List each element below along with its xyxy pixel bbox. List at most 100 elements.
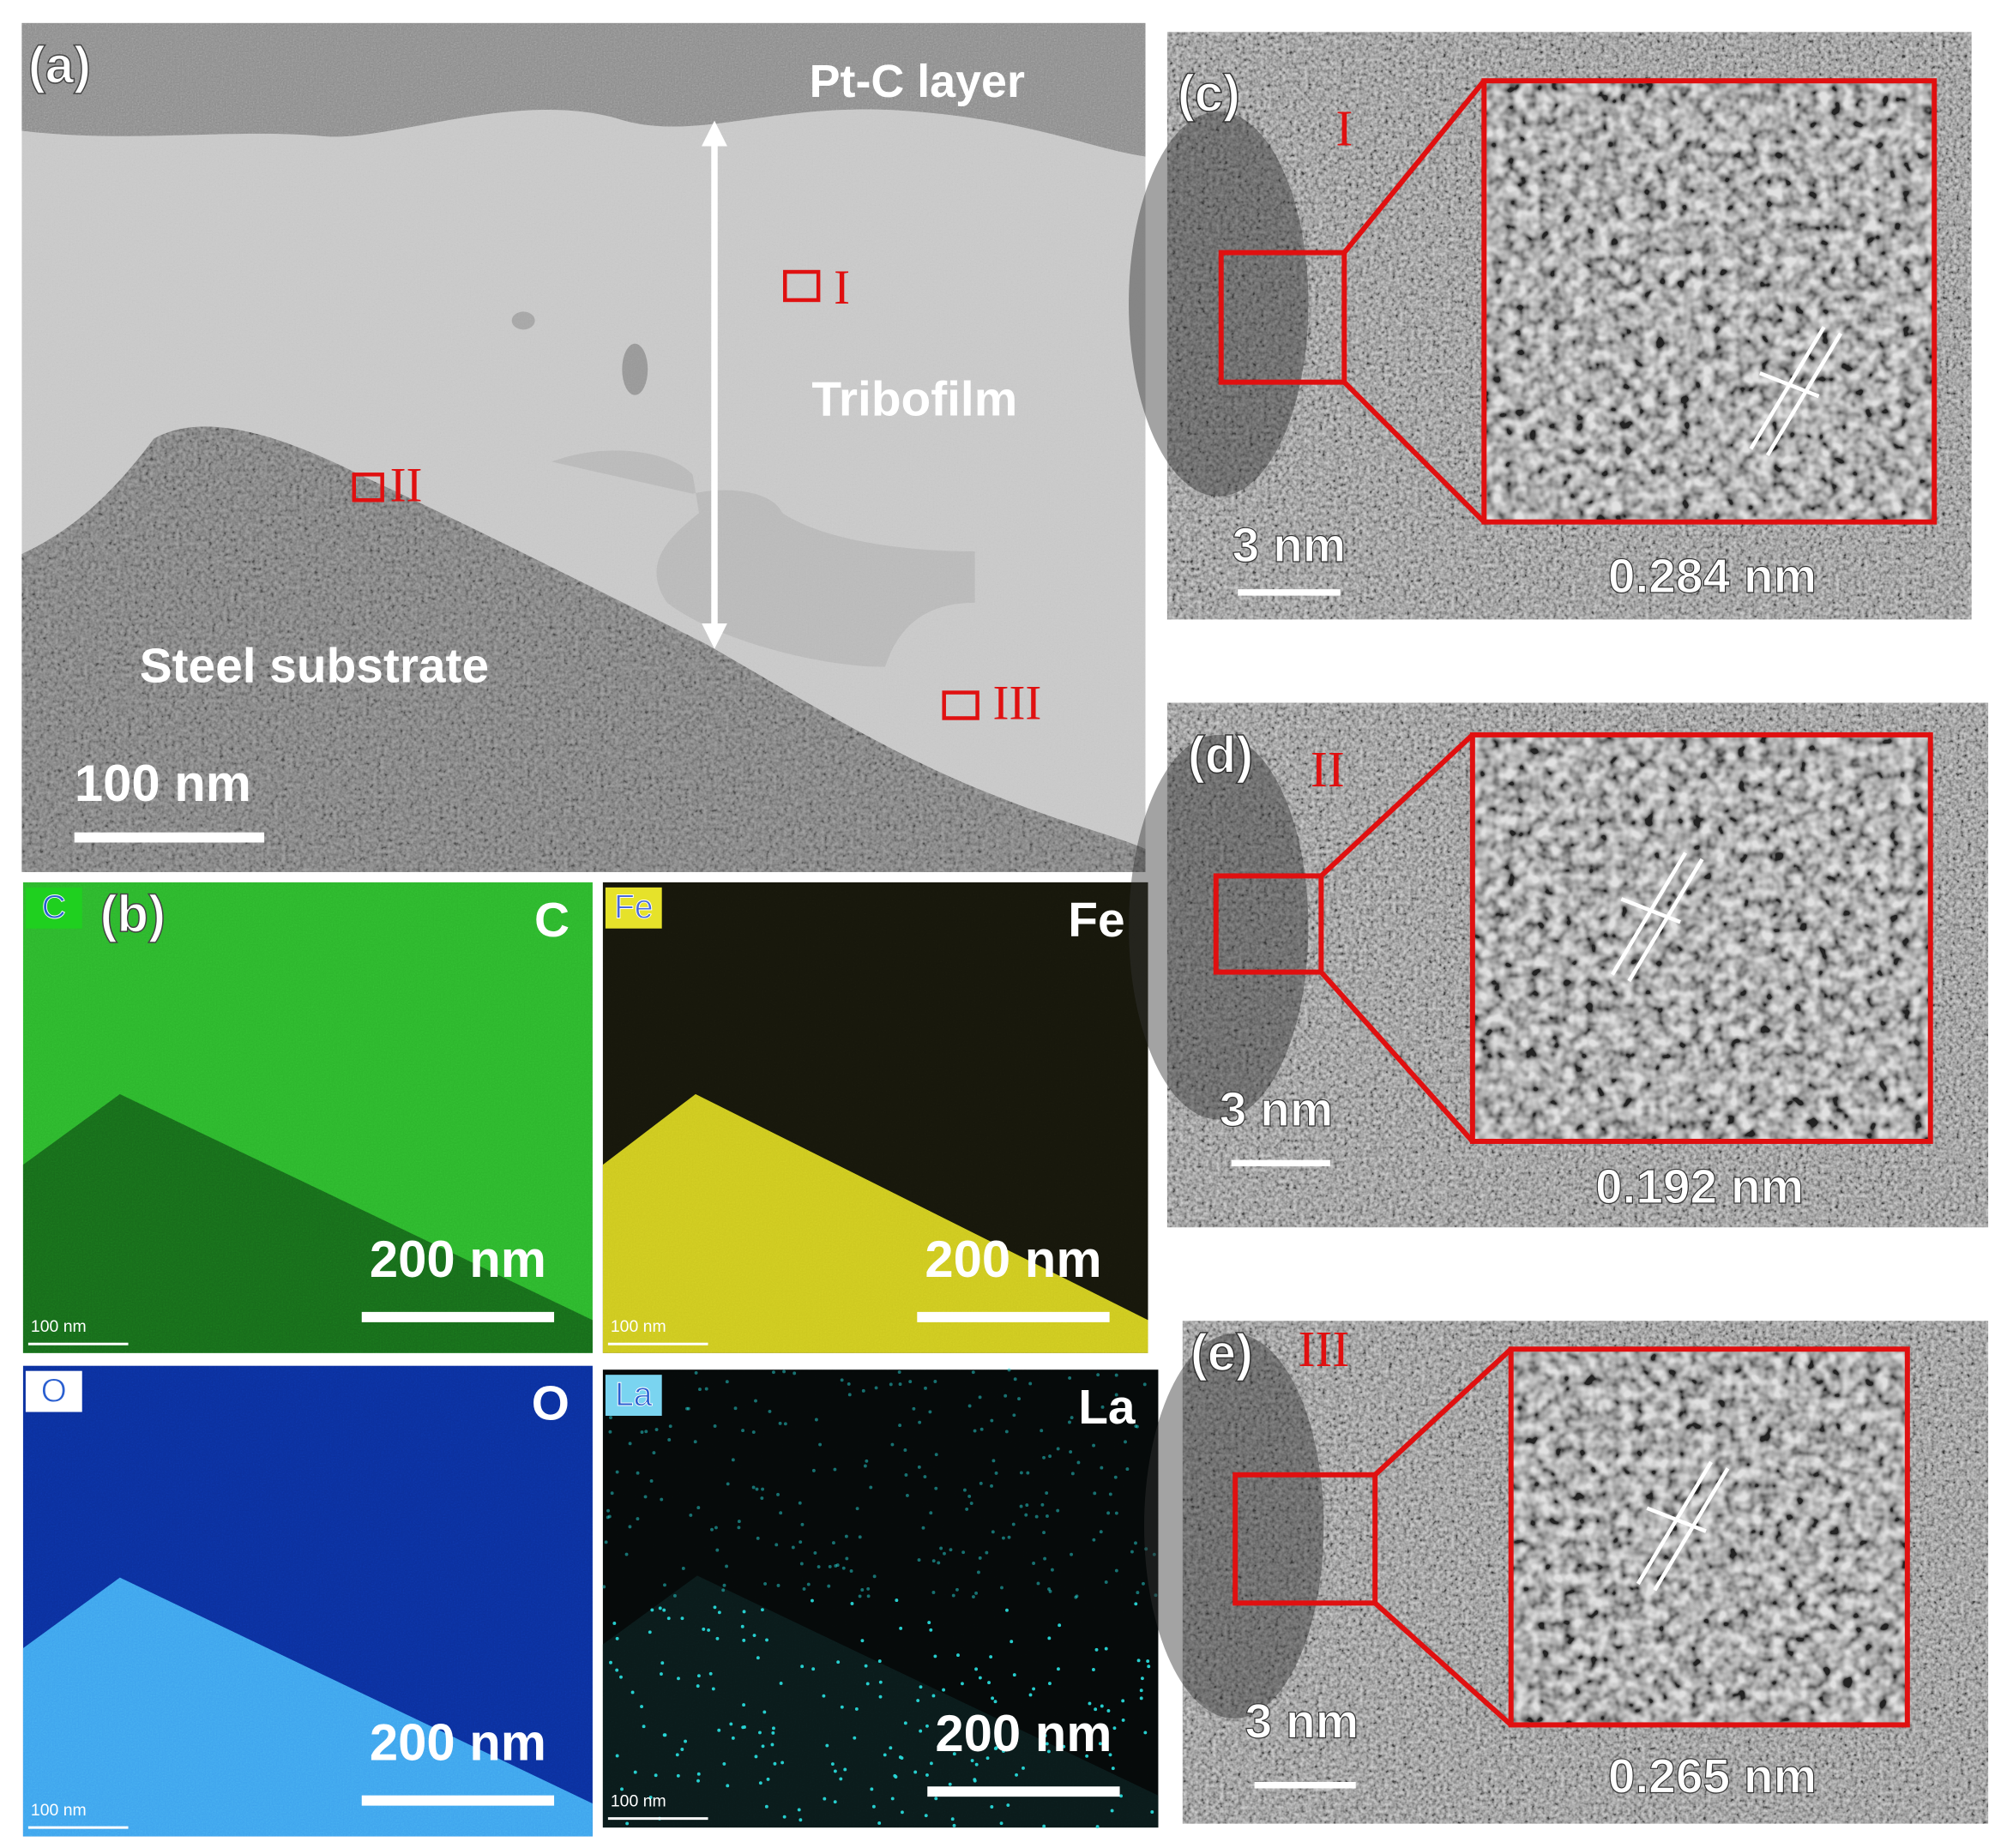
signal-dot xyxy=(817,1565,821,1568)
region-box xyxy=(783,269,821,303)
signal-dot xyxy=(928,1410,932,1414)
signal-dot xyxy=(704,1387,708,1391)
signal-dot xyxy=(1045,1491,1049,1495)
inner-scale-label: 100 nm xyxy=(31,1317,87,1336)
signal-dot xyxy=(814,1418,818,1422)
signal-dot xyxy=(1144,1547,1148,1551)
scale-bar-label: 200 nm xyxy=(370,1231,546,1288)
signal-dot xyxy=(726,1784,730,1788)
signal-dot xyxy=(1034,1514,1039,1519)
signal-dot xyxy=(1022,1766,1025,1770)
signal-dot xyxy=(726,1482,730,1486)
signal-dot xyxy=(1142,1581,1145,1586)
signal-dot xyxy=(654,1428,659,1431)
signal-dot xyxy=(1134,1541,1137,1545)
signal-dot xyxy=(898,1382,902,1387)
layer-label: Tribofilm xyxy=(811,373,1017,427)
signal-dot xyxy=(1142,1382,1147,1387)
signal-dot xyxy=(833,1800,837,1804)
signal-dot xyxy=(924,1386,927,1390)
signal-dot xyxy=(952,1752,956,1756)
signal-dot xyxy=(1070,1416,1074,1420)
signal-dot xyxy=(951,1593,955,1598)
signal-dot xyxy=(1074,1595,1078,1599)
signal-dot xyxy=(836,1660,841,1664)
signal-dot xyxy=(869,1485,873,1490)
signal-dot xyxy=(757,1731,762,1735)
signal-dot xyxy=(830,1762,835,1766)
signal-dot xyxy=(773,1761,777,1766)
signal-dot xyxy=(840,1705,844,1709)
signal-dot xyxy=(1068,1420,1071,1424)
signal-dot xyxy=(991,1459,996,1463)
signal-dot xyxy=(925,1724,929,1728)
element-tag-box xyxy=(25,887,82,929)
element-label: Fe xyxy=(1068,894,1124,948)
signal-dot xyxy=(800,1522,805,1526)
signal-dot xyxy=(713,1605,717,1610)
signal-dot xyxy=(740,1624,744,1628)
signal-dot xyxy=(654,1773,658,1778)
signal-dot xyxy=(696,1506,701,1510)
eds-map: La La 200 nm 100 nm xyxy=(602,1368,1159,1828)
signal-dot xyxy=(1010,1640,1014,1644)
signal-dot xyxy=(1100,1704,1104,1708)
signal-dot xyxy=(1092,1538,1096,1542)
zoom-connector xyxy=(1342,380,1486,524)
signal-dot xyxy=(708,1671,713,1676)
lattice-spacing: 0.265 nm xyxy=(1608,1750,1817,1804)
signal-dot xyxy=(714,1526,718,1530)
signal-dot xyxy=(985,1550,989,1555)
signal-dot xyxy=(761,1744,765,1749)
signal-dot xyxy=(1108,1753,1112,1757)
signal-dot xyxy=(1114,1393,1118,1397)
signal-dot xyxy=(871,1804,876,1809)
signal-dot xyxy=(1019,1504,1023,1508)
signal-dot xyxy=(731,1458,735,1462)
signal-dot xyxy=(1042,1455,1046,1460)
signal-dot xyxy=(751,1430,756,1434)
signal-dot xyxy=(1100,1466,1104,1470)
signal-dot xyxy=(1139,1696,1143,1701)
lattice-line xyxy=(1610,852,1688,976)
signal-dot xyxy=(929,1628,933,1632)
signal-dot xyxy=(1091,1668,1095,1671)
signal-dot xyxy=(908,1380,913,1384)
lattice-line xyxy=(1627,858,1704,983)
signal-dot xyxy=(696,1674,701,1678)
signal-dot xyxy=(677,1676,680,1681)
signal-dot xyxy=(731,1736,735,1740)
zoom-grain xyxy=(1472,734,1931,1141)
signal-dot xyxy=(840,1378,844,1382)
signal-dot xyxy=(811,1667,816,1671)
signal-dot xyxy=(620,1787,624,1791)
signal-dot xyxy=(843,1767,847,1772)
signal-dot xyxy=(666,1616,671,1621)
signal-dot xyxy=(663,1583,666,1587)
element-tag-box xyxy=(25,1370,82,1412)
signal-dot xyxy=(1045,1742,1049,1746)
signal-dot xyxy=(619,1675,623,1679)
signal-dot xyxy=(707,1628,711,1632)
signal-dot xyxy=(650,1608,654,1612)
signal-dot xyxy=(1094,1647,1099,1652)
signal-dot xyxy=(1025,1503,1029,1508)
signal-dot xyxy=(858,1594,862,1598)
signal-dot xyxy=(609,1660,612,1664)
signal-dot xyxy=(976,1570,980,1574)
region-label: II xyxy=(1311,741,1345,798)
signal-dot xyxy=(979,1427,984,1431)
eds-maps: C C 200 nm 100 nm Fe Fe 200 nm 100 nm O O 200 nm 10… xyxy=(22,882,1159,1837)
signal-dot xyxy=(741,1429,744,1433)
signal-dot xyxy=(689,1513,693,1517)
signal-dot xyxy=(717,1610,721,1615)
signal-dot xyxy=(969,1502,973,1505)
signal-dot xyxy=(702,1627,706,1631)
signal-dot xyxy=(608,1430,612,1434)
signal-dot xyxy=(943,1551,946,1556)
signal-dot xyxy=(973,1429,977,1433)
signal-dot xyxy=(855,1507,859,1511)
signal-dot xyxy=(610,1491,614,1496)
